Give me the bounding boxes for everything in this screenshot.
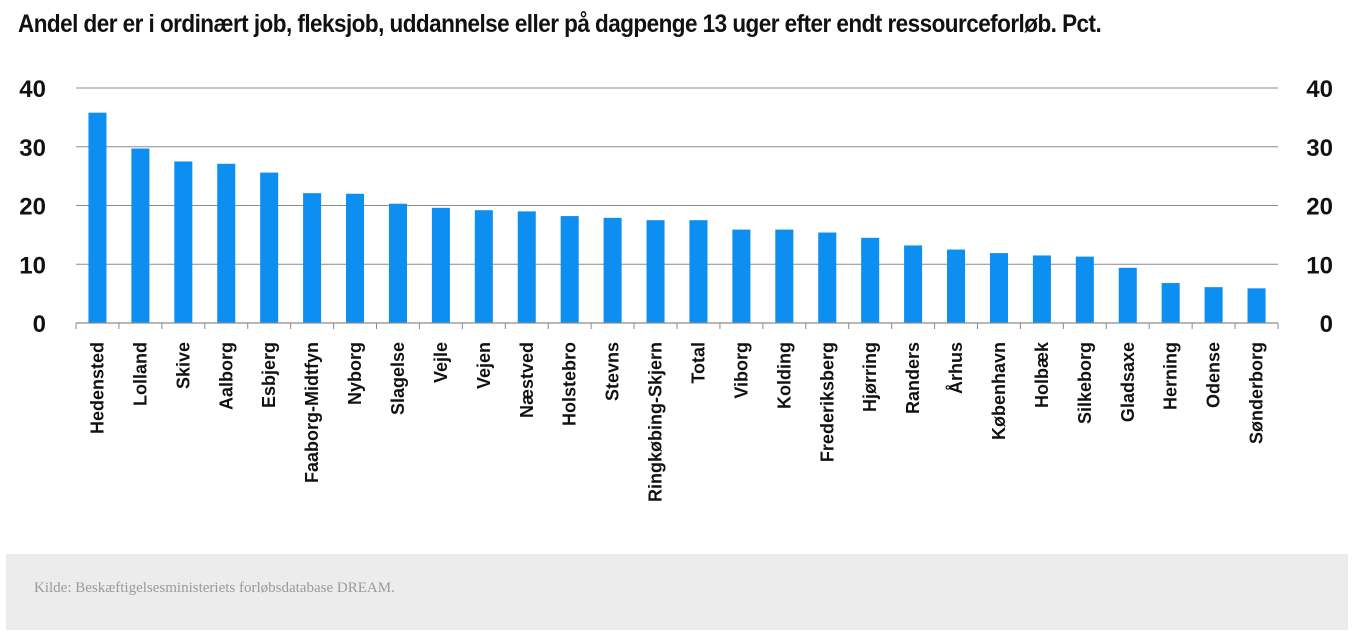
bar bbox=[603, 217, 622, 323]
bar bbox=[1032, 255, 1051, 323]
y-tick-label-left: 10 bbox=[19, 252, 46, 279]
bar bbox=[646, 220, 665, 323]
x-category-label: Gladsaxe bbox=[1118, 342, 1138, 422]
bar bbox=[88, 112, 107, 323]
x-category-label: Hedensted bbox=[87, 342, 107, 434]
bar bbox=[388, 203, 407, 323]
x-category-label: Vejle bbox=[431, 342, 451, 383]
x-category-label: Sønderborg bbox=[1247, 342, 1267, 444]
x-category-label: Faaborg-Midtfyn bbox=[302, 342, 322, 483]
x-category-label: Holstebro bbox=[560, 342, 580, 426]
y-axis-left-ticks: 0 10 20 30 40 bbox=[19, 76, 46, 338]
bar bbox=[517, 211, 536, 323]
bar bbox=[174, 161, 193, 323]
bar bbox=[1161, 283, 1180, 323]
axes bbox=[75, 322, 1279, 329]
x-category-label: Holbæk bbox=[1032, 341, 1052, 408]
y-tick-label-left: 20 bbox=[19, 194, 46, 221]
x-category-label: Århus bbox=[946, 342, 966, 394]
x-category-label: Lolland bbox=[130, 342, 150, 406]
y-tick-label-right: 20 bbox=[1306, 194, 1333, 221]
y-tick-label-left: 30 bbox=[19, 135, 46, 162]
bars bbox=[88, 112, 1266, 323]
bar bbox=[1204, 287, 1223, 323]
x-category-label: Viborg bbox=[731, 342, 751, 399]
bar bbox=[1118, 267, 1137, 323]
x-category-label: Hjørring bbox=[860, 342, 880, 412]
x-category-label: Frederiksberg bbox=[817, 342, 837, 462]
bar bbox=[732, 229, 751, 323]
x-category-label: Total bbox=[688, 342, 708, 384]
bar-chart: 0 10 20 30 40 0 10 20 30 40 Hedensted Lolland Skiv… bbox=[19, 76, 1333, 502]
bar bbox=[775, 229, 794, 323]
x-category-label: Slagelse bbox=[388, 342, 408, 415]
x-category-label: Stevns bbox=[603, 342, 623, 401]
y-tick-label-right: 0 bbox=[1320, 311, 1333, 338]
y-tick-label-right: 30 bbox=[1306, 135, 1333, 162]
source-note: Kilde: Beskæftigelsesministeriets forløb… bbox=[34, 580, 395, 596]
y-tick-label-right: 10 bbox=[1306, 252, 1333, 279]
bar bbox=[904, 245, 923, 323]
x-category-label: Nyborg bbox=[345, 342, 365, 405]
category-labels: Hedensted Lolland Skive Aalborg Esbjerg Faabo… bbox=[87, 341, 1266, 502]
bar bbox=[560, 216, 579, 323]
y-tick-label-left: 40 bbox=[19, 76, 46, 103]
x-category-label: Ringkøbing-Skjern bbox=[646, 342, 666, 502]
x-category-label: Herning bbox=[1161, 342, 1181, 410]
x-category-label: Esbjerg bbox=[259, 342, 279, 408]
bar bbox=[989, 253, 1008, 323]
source-box: Kilde: Beskæftigelsesministeriets forløb… bbox=[6, 554, 1348, 630]
bar bbox=[1247, 288, 1266, 323]
bar bbox=[346, 193, 365, 323]
bar bbox=[431, 207, 450, 323]
x-category-label: København bbox=[989, 342, 1009, 440]
y-tick-label-right: 40 bbox=[1306, 76, 1333, 103]
bar bbox=[303, 193, 322, 323]
bar bbox=[818, 232, 837, 323]
bar bbox=[131, 148, 150, 323]
bar bbox=[260, 172, 279, 323]
gridlines bbox=[76, 87, 1278, 265]
chart-title: Andel der er i ordinært job, fleksjob, u… bbox=[18, 10, 1102, 38]
x-category-label: Næstved bbox=[517, 342, 537, 418]
x-category-label: Vejen bbox=[474, 342, 494, 389]
x-category-label: Aalborg bbox=[216, 342, 236, 410]
y-tick-label-left: 0 bbox=[33, 311, 46, 338]
x-category-label: Silkeborg bbox=[1075, 342, 1095, 424]
bar bbox=[474, 210, 493, 323]
bar bbox=[217, 163, 236, 323]
x-category-label: Randers bbox=[903, 342, 923, 414]
x-category-label: Odense bbox=[1204, 342, 1224, 408]
bar bbox=[1075, 256, 1094, 323]
x-category-label: Kolding bbox=[774, 342, 794, 409]
bar bbox=[689, 220, 708, 323]
bar bbox=[947, 249, 966, 323]
x-category-label: Skive bbox=[173, 342, 193, 389]
y-axis-right-ticks: 0 10 20 30 40 bbox=[1306, 76, 1333, 338]
bar bbox=[861, 237, 880, 323]
